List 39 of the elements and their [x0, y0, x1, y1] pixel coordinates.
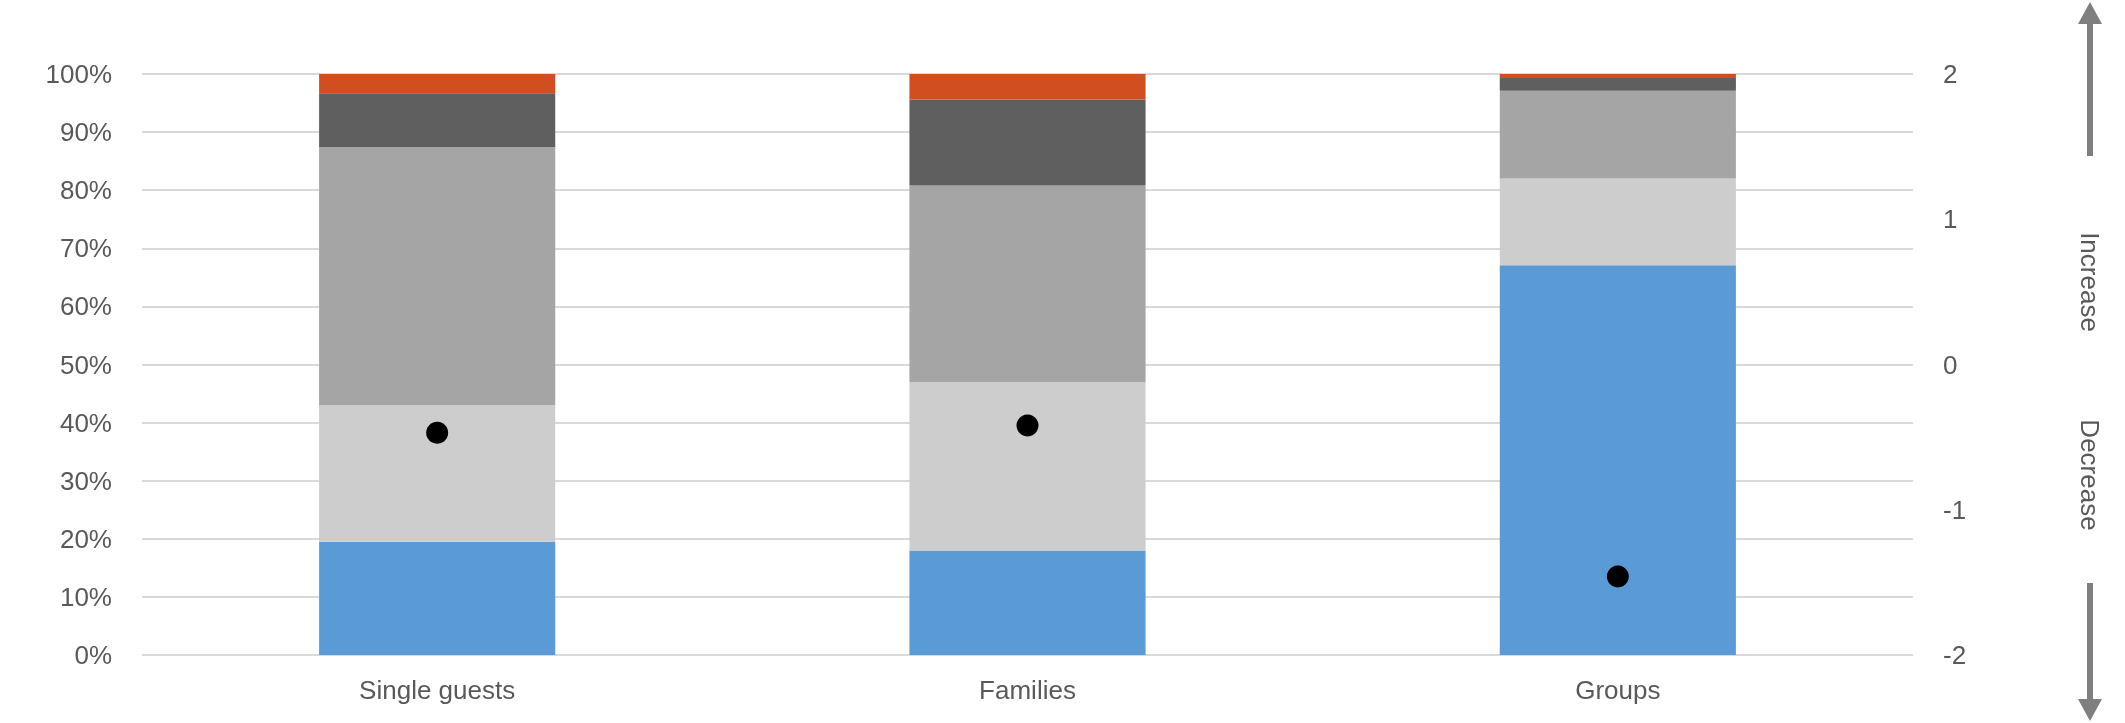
y-tick-label: 100% — [45, 59, 112, 89]
y-tick-label: 40% — [59, 407, 112, 438]
y-tick-label: 0% — [74, 640, 112, 670]
y2-tick-label: 1 — [1943, 204, 1958, 235]
x-tick-label: Single guests — [359, 675, 516, 705]
y-tick-label: 80% — [59, 175, 112, 206]
bar — [909, 99, 1146, 186]
point — [1016, 414, 1039, 437]
text: Increase — [2075, 232, 2105, 332]
y-tick-label: 90% — [59, 117, 112, 148]
bar — [909, 185, 1146, 382]
bar — [1499, 74, 1736, 79]
y-tick-label: 60% — [59, 291, 112, 322]
bar — [319, 74, 556, 94]
bar — [319, 405, 556, 542]
text: Decrease — [2075, 419, 2105, 531]
point — [1606, 565, 1629, 588]
y-tick-label: 30% — [59, 465, 112, 496]
bar — [909, 381, 1146, 551]
bar — [1499, 265, 1736, 655]
bar — [1499, 178, 1736, 266]
y-tick-label: 20% — [59, 523, 112, 554]
bar — [909, 550, 1146, 655]
y-tick-label: 50% — [59, 349, 112, 380]
bar — [319, 541, 556, 655]
bar — [319, 147, 556, 406]
y-tick-label: 10% — [59, 581, 112, 612]
y2-tick-label: 2 — [1943, 59, 1958, 89]
x-tick-label: Families — [979, 675, 1076, 705]
bar — [319, 93, 556, 148]
bar — [1499, 90, 1736, 179]
bar — [909, 74, 1146, 100]
y2-tick-label: 0 — [1943, 349, 1958, 380]
bar — [1499, 78, 1736, 91]
point — [426, 421, 449, 444]
y2-tick-label: -1 — [1943, 494, 1967, 525]
y2-tick-label: -2 — [1943, 640, 1967, 670]
x-tick-label: Groups — [1575, 675, 1661, 705]
y-tick-label: 70% — [59, 233, 112, 264]
